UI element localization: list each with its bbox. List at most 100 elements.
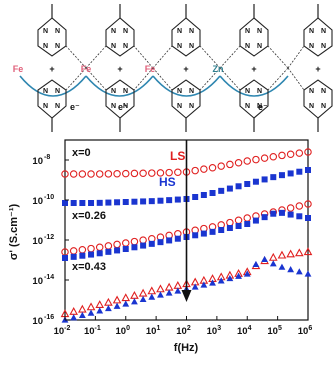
nitrogen-label: N [55,43,60,50]
ligand-cage: N NN NN NN N+ [239,4,269,132]
data-point [130,290,139,299]
x-tick-exponent: 4 [248,325,252,332]
nitrogen-label: N [177,28,182,35]
data-point [114,247,121,254]
y-tick-exponent: -10 [44,194,54,201]
y-tick-label: 10 [32,276,43,287]
data-point [114,199,121,206]
data-point [164,282,174,291]
data-point [69,170,78,178]
ligand-upper-ring [239,17,269,57]
coordination-bond [133,45,154,69]
trend-arrow [181,140,192,302]
nitrogen-label: N [245,28,250,35]
ligand-cage: N NN NN NN N+ [171,4,201,132]
data-point [226,185,233,192]
nitrogen-label: N [309,28,314,35]
coordination-bond [287,67,305,91]
data-point [122,246,129,252]
data-point [61,170,69,178]
y-tick-base: 10 [32,196,43,207]
x-tick-base: 10 [84,326,95,337]
data-point [303,247,313,256]
y-axis-label: σ' (S.cm⁻¹) [8,204,20,261]
data-point [139,295,147,303]
data-point [173,280,183,289]
data-point [286,204,295,212]
x-tick-base: 10 [298,326,309,337]
annotation-x026: x=0.26 [72,210,106,222]
data-point [78,311,86,319]
data-point [260,154,269,162]
series-hs-x043 [61,255,312,323]
data-point [192,232,199,239]
data-point [174,196,181,203]
data-point [113,302,121,309]
data-point [200,192,207,198]
data-point [112,295,122,304]
data-point [104,242,113,250]
data-point [226,160,234,169]
arrow-head [181,290,192,302]
data-point [69,306,79,315]
annotation-x043: x=0.43 [72,261,106,273]
nitrogen-label: N [55,28,60,35]
coordination-bond [133,67,154,91]
data-point [278,263,286,270]
molecular-chain-scheme: N NN NN NN N+N NN NN NN N+N NN NN NN N+N NN NN NN N+N NN N… [13,4,333,132]
data-point [69,247,78,255]
ligand-lower-ring [303,79,333,119]
x-tick-label: 104 [237,325,252,337]
x-axis-label: f(Hz) [174,342,199,354]
x-axis-ticks: 10-2 10-1 100 101 102 103 104 105 106 [54,316,312,337]
nitrogen-label: N [43,88,48,95]
data-point [78,304,87,313]
data-point [174,287,182,294]
data-point [296,168,303,175]
data-point [305,167,311,173]
data-point [70,200,77,206]
data-point [226,274,234,282]
data-point [86,302,96,311]
ligand-cage: N NN NN NN N+ [37,4,67,132]
data-point [305,215,311,221]
nitrogen-label: N [177,43,182,50]
nitrogen-label: N [245,43,250,50]
data-point [234,158,243,167]
data-point [243,270,251,277]
data-point [148,240,155,247]
nitrogen-label: N [123,28,128,35]
ligand-upper-ring [37,17,67,57]
data-point [261,214,268,221]
data-point [62,255,68,261]
data-point [209,190,216,196]
nitrogen-label: N [43,43,48,50]
x-tick-exponent: 3 [217,325,221,332]
x-tick-label: 101 [146,325,161,337]
nitrogen-label: N [189,43,194,50]
coordination-bond [85,45,107,69]
data-point [287,265,295,273]
x-tick-exponent: -2 [64,325,70,332]
data-point [217,162,225,170]
data-point [140,198,147,205]
data-point [122,169,130,178]
x-tick-label: 100 [116,325,131,337]
data-point [96,199,103,206]
legend-hs: HS [159,175,176,189]
nitrogen-label: N [257,43,262,50]
data-point [79,200,86,206]
data-point [218,187,225,194]
nitrogen-label: N [111,28,116,35]
data-point [174,168,182,177]
nitrogen-label: N [321,28,326,35]
data-point [268,252,278,261]
data-point [304,270,312,277]
data-point [235,183,242,190]
data-point [70,253,77,260]
data-point [139,236,147,244]
nitrogen-label: N [111,103,116,110]
data-point [148,169,156,177]
coordination-bond [85,67,107,91]
data-point [243,157,252,165]
